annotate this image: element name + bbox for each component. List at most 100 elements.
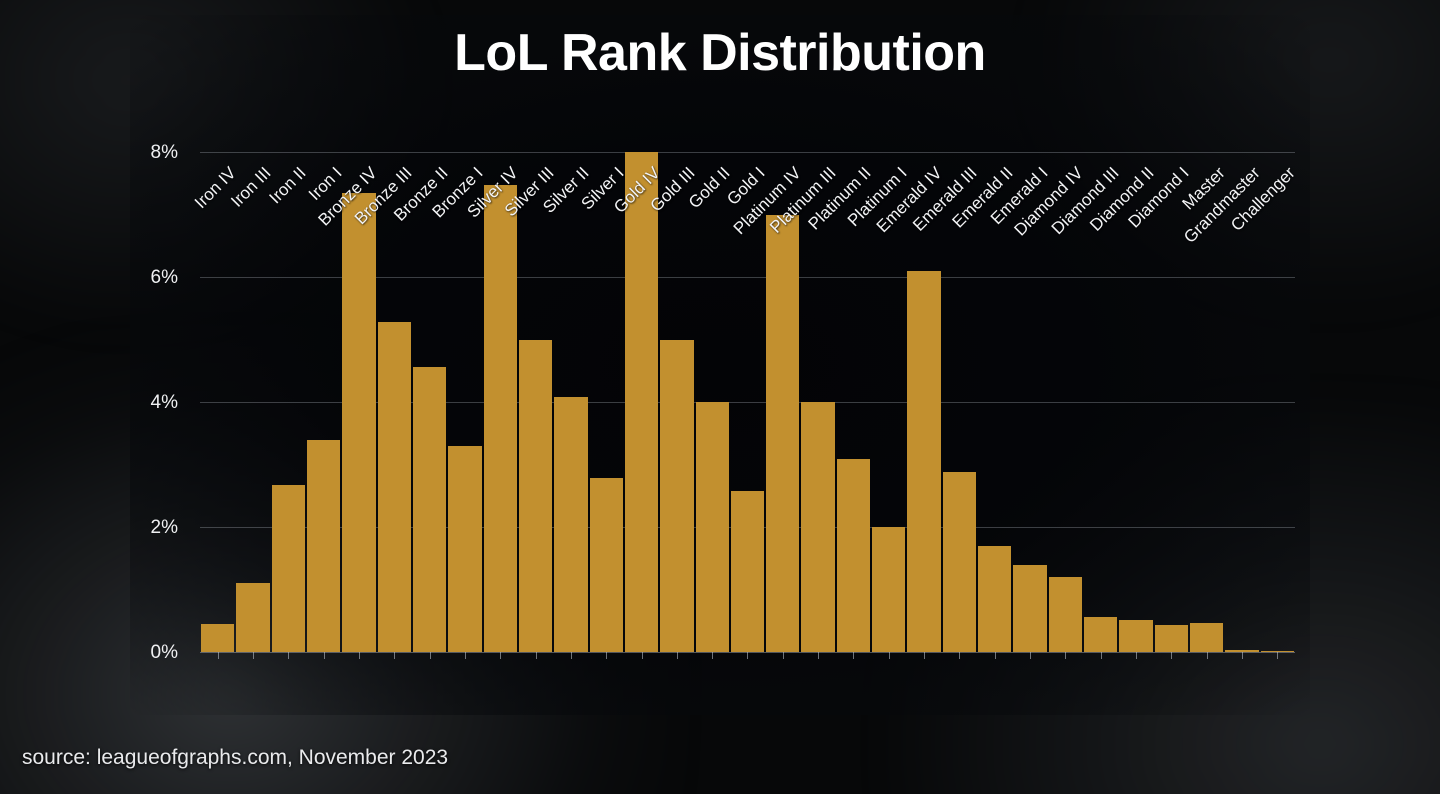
bar-slot: Diamond IV [1011,152,1087,659]
bar[interactable] [836,458,871,652]
bar[interactable] [589,477,623,652]
bar-slot: Bronze II [390,152,451,659]
bar-slot: Iron I [305,152,345,659]
bar[interactable] [1260,651,1294,652]
x-axis-tick [924,652,926,659]
x-axis-tick [500,652,502,659]
x-axis-tick [853,652,855,659]
y-tick-label: 4% [150,392,178,413]
x-tick-label: Iron III [227,163,275,211]
gridline-4% [200,402,1295,403]
x-axis-tick [323,652,325,659]
x-axis-tick [358,652,360,659]
bar[interactable] [766,214,800,652]
bar-slot: Iron IV [191,152,239,659]
bar-slot: Gold III [646,152,699,659]
bar[interactable] [1119,619,1153,652]
x-axis-tick [1277,652,1279,659]
bar-slot: Iron III [227,152,275,659]
x-axis-tick [464,652,466,659]
bar[interactable] [1048,577,1083,652]
bar[interactable] [1084,617,1118,652]
bar[interactable] [342,192,376,652]
bar[interactable] [518,339,553,652]
bar-slot: Emerald II [948,152,1016,659]
bar[interactable] [201,623,235,652]
bar[interactable] [271,485,305,652]
bar-slot: Emerald III [910,152,981,659]
bar-slot: Bronze I [428,152,487,659]
bar-slot: Bronze III [351,152,416,659]
bar[interactable] [660,339,694,652]
bar[interactable] [448,445,482,652]
bar[interactable] [695,402,729,652]
bar-slot: Silver I [578,152,628,659]
bar-slot: Gold II [685,152,734,659]
x-axis-tick [1136,652,1138,659]
bar-slot: Platinum III [766,152,840,659]
bar-slot: Challenger [1227,152,1299,659]
bar-slot: Silver II [539,152,593,659]
x-axis-tick [1100,652,1102,659]
bar[interactable] [483,185,517,652]
x-axis-tick [288,652,290,659]
bar-slot: Gold I [724,152,769,659]
bar[interactable] [907,270,941,652]
bar-slot: Iron II [266,152,310,659]
bar-slot: Platinum I [844,152,911,659]
bar-slot: Diamond I [1125,152,1193,659]
bar[interactable] [1190,622,1224,652]
chart-title: LoL Rank Distribution [454,24,986,82]
bar[interactable] [306,439,341,652]
bar[interactable] [236,583,270,652]
bar-slot: Master [1178,152,1228,659]
bar[interactable] [978,545,1012,652]
x-axis-tick [606,652,608,659]
x-axis-tick [888,652,890,659]
bar[interactable] [1013,564,1047,652]
bar[interactable] [1225,650,1259,652]
bar-slot: Emerald I [987,152,1052,659]
bar[interactable] [872,527,906,652]
bar-slot: Silver III [500,152,557,659]
y-tick-label: 0% [150,642,178,663]
x-axis-tick [217,652,219,659]
y-tick-label: 6% [150,267,178,288]
source-caption: source: leagueofgraphs.com, November 202… [22,746,449,769]
bar[interactable] [801,402,835,652]
bar[interactable] [412,367,447,652]
x-axis-tick [429,652,431,659]
bar-slot: Silver IV [464,152,522,659]
x-axis-tick [1242,652,1243,659]
x-axis-tick [1171,652,1173,659]
bar[interactable] [377,322,411,652]
x-axis-tick [394,652,396,659]
x-axis-tick [712,652,714,659]
x-axis-tick [535,652,537,659]
x-axis-tick [641,652,643,659]
x-axis-tick [570,652,572,659]
bar[interactable] [942,472,977,652]
x-axis-tick [1030,652,1032,659]
x-axis-tick [747,652,749,659]
bar-slot: Gold IV [610,152,663,659]
bar[interactable] [624,152,659,652]
x-axis-tick [782,652,784,659]
y-tick-label: 8% [150,142,178,163]
x-axis-tick [1065,652,1067,659]
x-tick-label: Iron II [265,163,311,208]
bar-slot: Diamond II [1086,152,1158,659]
bar-slot: Emerald IV [873,152,946,659]
bar-slot: Platinum IV [730,152,805,659]
bar-series: Iron IV Iron III Iron II Iron I Bronze IV Bro… [191,152,1299,659]
x-axis-tick [252,652,254,659]
x-axis-tick [676,652,678,659]
bar[interactable] [554,397,588,652]
x-axis-tick [959,652,961,659]
gridline-6% [200,277,1295,278]
plot-area: Iron IV Iron III Iron II Iron I Bronze IV Bro… [191,152,1299,659]
bar[interactable] [1154,625,1189,652]
bar[interactable] [730,491,765,652]
y-tick-label: 2% [150,517,178,538]
